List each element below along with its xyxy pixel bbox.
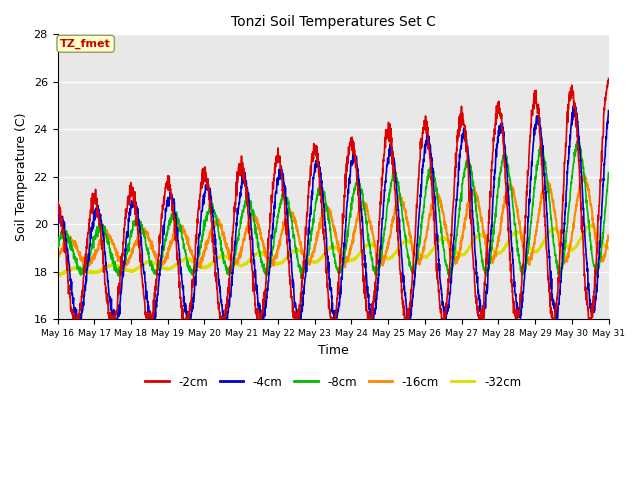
-8cm (54, 240, 61, 246)
-16cm (605, 233, 612, 239)
-4cm (361, 258, 369, 264)
-4cm (556, 292, 564, 298)
-4cm (605, 108, 612, 113)
-4cm (570, 102, 578, 108)
-8cm (605, 170, 612, 176)
Line: -8cm: -8cm (58, 140, 609, 278)
-4cm (75, 324, 83, 330)
Line: -32cm: -32cm (58, 225, 609, 276)
Y-axis label: Soil Temperature (C): Soil Temperature (C) (15, 113, 28, 241)
-16cm (572, 210, 579, 216)
-32cm (493, 250, 501, 256)
-32cm (54, 271, 61, 277)
-2cm (572, 106, 579, 111)
-32cm (572, 244, 579, 250)
-16cm (349, 233, 357, 239)
Line: -4cm: -4cm (58, 105, 609, 327)
-2cm (54, 203, 61, 208)
-8cm (572, 153, 579, 158)
-32cm (587, 222, 595, 228)
-32cm (556, 231, 564, 237)
-2cm (74, 336, 82, 341)
-16cm (361, 204, 369, 210)
-32cm (349, 257, 357, 263)
X-axis label: Time: Time (317, 344, 348, 357)
-8cm (361, 209, 369, 215)
-4cm (54, 217, 61, 223)
-32cm (56, 273, 64, 279)
-2cm (493, 108, 501, 114)
Title: Tonzi Soil Temperatures Set C: Tonzi Soil Temperatures Set C (230, 15, 435, 29)
-8cm (349, 192, 357, 198)
-8cm (297, 276, 305, 281)
-16cm (196, 265, 204, 271)
-8cm (207, 205, 215, 211)
-2cm (556, 246, 564, 252)
Text: TZ_fmet: TZ_fmet (60, 38, 111, 49)
-2cm (605, 76, 612, 82)
-4cm (493, 143, 501, 149)
-16cm (580, 172, 588, 178)
-4cm (572, 104, 579, 109)
-2cm (349, 140, 357, 145)
Line: -16cm: -16cm (58, 175, 609, 268)
-16cm (207, 228, 215, 233)
-16cm (493, 241, 501, 247)
-32cm (605, 245, 612, 251)
-2cm (361, 295, 369, 301)
Line: -2cm: -2cm (58, 79, 609, 338)
-4cm (207, 201, 215, 206)
-4cm (349, 151, 357, 156)
Legend: -2cm, -4cm, -8cm, -16cm, -32cm: -2cm, -4cm, -8cm, -16cm, -32cm (140, 371, 525, 393)
-8cm (556, 265, 564, 271)
-8cm (493, 194, 501, 200)
-16cm (54, 253, 61, 259)
-16cm (556, 244, 564, 250)
-2cm (207, 219, 215, 225)
-32cm (207, 260, 215, 266)
-32cm (361, 244, 369, 250)
-8cm (575, 137, 582, 143)
